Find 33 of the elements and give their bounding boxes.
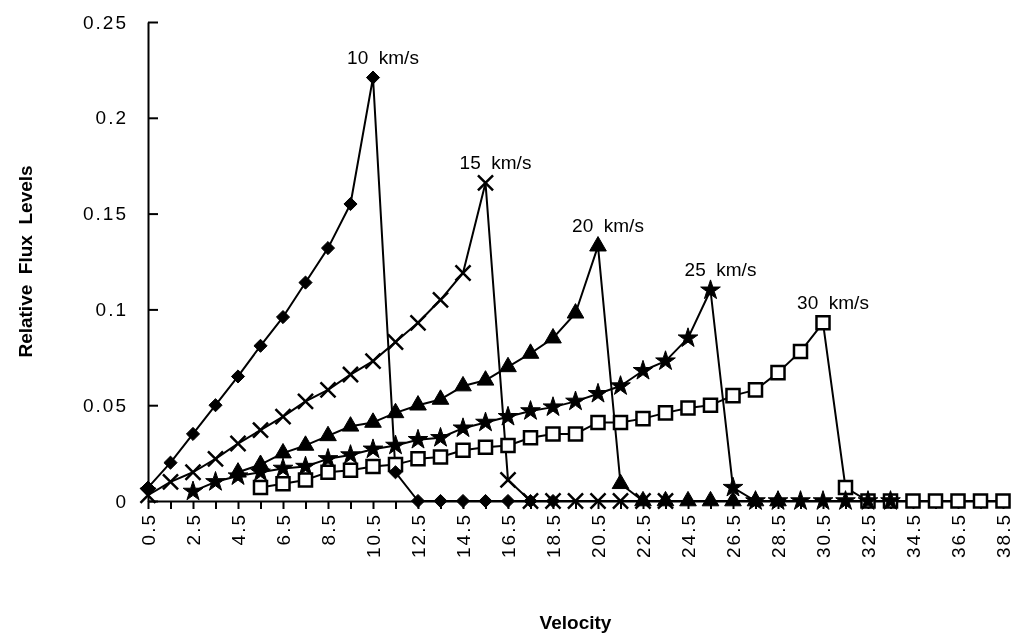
- x-tick-label: 4.5: [228, 513, 250, 546]
- series-label: 10 km/s: [347, 46, 419, 68]
- x-tick-label: 28.5: [768, 513, 790, 558]
- x-tick-label: 0.5: [138, 513, 160, 546]
- x-tick-label: 6.5: [273, 513, 295, 546]
- series-label: 30 km/s: [797, 291, 869, 313]
- x-tick-label: 12.5: [408, 513, 430, 558]
- y-tick-label: 0.1: [95, 298, 128, 320]
- x-tick-label: 2.5: [183, 513, 205, 546]
- x-tick-label: 34.5: [903, 513, 925, 558]
- x-tick-label: 8.5: [318, 513, 340, 546]
- x-tick-label: 32.5: [858, 513, 880, 558]
- x-tick-label: 36.5: [948, 513, 970, 558]
- y-tick-label: 0.15: [83, 203, 128, 225]
- y-tick-label: 0.25: [83, 11, 128, 33]
- x-tick-label: 14.5: [453, 513, 475, 558]
- series-label: 20 km/s: [572, 215, 644, 237]
- x-tick-label: 20.5: [588, 513, 610, 558]
- x-tick-label: 10.5: [363, 513, 385, 558]
- y-axis-title: Relative Flux Levels: [15, 165, 36, 358]
- x-tick-label: 18.5: [543, 513, 565, 558]
- x-tick-label: 22.5: [633, 513, 655, 558]
- x-axis-title: Velocity: [539, 612, 612, 633]
- y-tick-label: 0: [115, 490, 128, 512]
- x-tick-label: 30.5: [813, 513, 835, 558]
- y-tick-label: 0.05: [83, 394, 128, 416]
- x-tick-label: 24.5: [678, 513, 700, 558]
- y-tick-label: 0.2: [95, 107, 128, 129]
- x-tick-label: 38.5: [993, 513, 1015, 558]
- x-tick-label: 26.5: [723, 513, 745, 558]
- x-tick-label: 16.5: [498, 513, 520, 558]
- series-label: 15 km/s: [459, 151, 532, 173]
- series-label: 25 km/s: [684, 259, 757, 281]
